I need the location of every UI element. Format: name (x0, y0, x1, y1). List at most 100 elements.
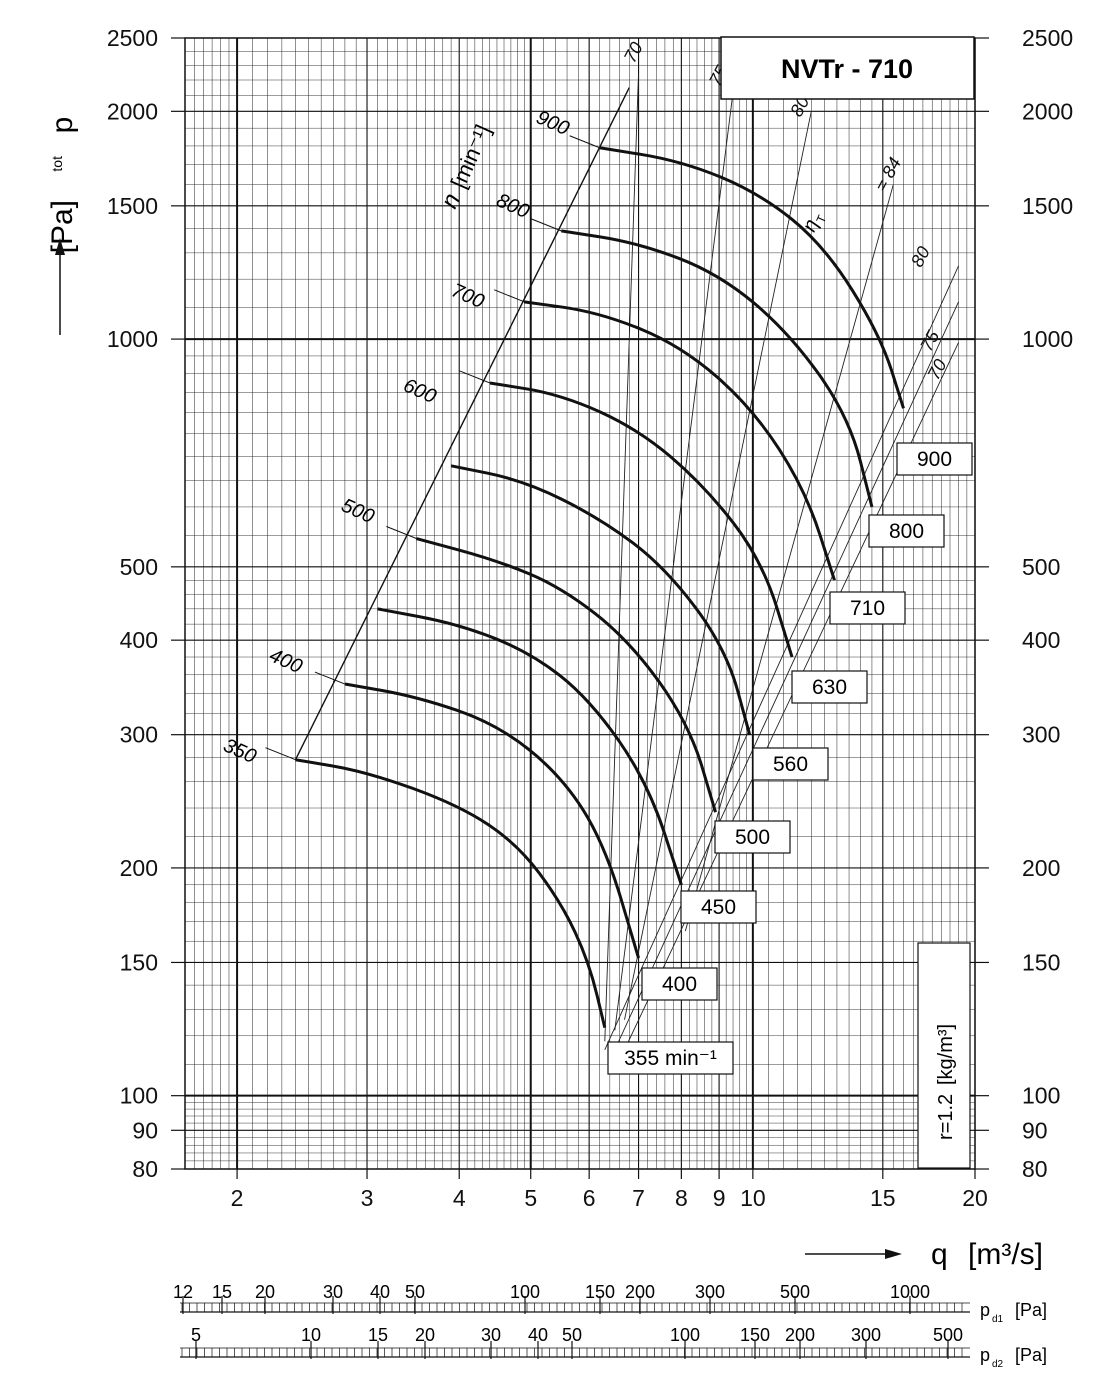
speed-box-label: 400 (662, 973, 697, 996)
speed-box-label: 900 (917, 448, 952, 471)
x-tick-label: 5 (524, 1185, 537, 1211)
speed-box-label: 500 (735, 826, 770, 849)
speed-curve (344, 682, 640, 959)
scale-subscript: d2 (992, 1359, 1004, 1370)
scale-tick-label: 20 (255, 1282, 275, 1302)
scale-tick-label: 15 (212, 1282, 232, 1302)
y-tick-label-right: 80 (1022, 1156, 1048, 1182)
x-tick-label: 6 (583, 1185, 596, 1211)
speed-axis-unit: [min⁻¹] (446, 121, 496, 192)
efficiency-top-label: = 84 (871, 154, 905, 195)
speed-axis-tick (459, 370, 490, 384)
y-tick-label: 90 (132, 1117, 158, 1143)
x-tick-label: 2 (231, 1185, 244, 1211)
x-tick-label: 20 (962, 1185, 988, 1211)
speed-box (868, 514, 945, 548)
speed-box (641, 967, 718, 1001)
y-tick-label-right: 1000 (1022, 326, 1073, 352)
y-tick-label: 2000 (107, 98, 158, 124)
y-tick-label: 200 (120, 855, 158, 881)
speed-axis-tick (569, 135, 600, 149)
speed-curve (524, 300, 836, 581)
efficiency-line (684, 184, 894, 932)
y-tick-label-right: 90 (1022, 1117, 1048, 1143)
y-tick-label: 1000 (107, 326, 158, 352)
speed-box-label: 560 (773, 753, 808, 776)
speed-axis-line (294, 87, 630, 761)
scale-tick-label: 500 (933, 1325, 963, 1345)
x-axis-arrowhead (885, 1249, 902, 1259)
axes: 80 80 90 90 100 100 150 150 200 200 300 300 400 400 50… (107, 25, 1073, 1211)
speed-axis-tick-label: 600 (400, 374, 439, 408)
speed-box (714, 820, 791, 854)
speed-box (896, 442, 973, 476)
efficiency-symbol: η T (798, 212, 829, 235)
y-axis-unit: [Pa] (46, 200, 79, 253)
y-tick-label-right: 1500 (1022, 193, 1073, 219)
speed-box (791, 670, 868, 704)
scale-symbol: p (980, 1345, 990, 1365)
efficiency-line-lower (604, 265, 959, 1050)
speed-axis-tick-label: 400 (266, 644, 305, 678)
y-tick-label: 1500 (107, 193, 158, 219)
speed-box (752, 747, 829, 781)
y-tick-label: 400 (120, 627, 158, 653)
speed-axis-tick-label: 500 (338, 494, 377, 528)
y-axis-symbol: p (46, 117, 79, 134)
y-tick-label-right: 2500 (1022, 25, 1073, 51)
x-tick-label: 7 (632, 1185, 645, 1211)
scale-unit: [Pa] (1015, 1300, 1047, 1320)
x-tick-label: 8 (675, 1185, 688, 1211)
speed-curve (450, 464, 752, 736)
y-tick-label: 100 (120, 1083, 158, 1109)
scale-tick-label: 150 (585, 1282, 615, 1302)
speed-curve (416, 537, 717, 813)
speed-box-label: 355 min⁻¹ (624, 1047, 717, 1070)
speed-curve (489, 381, 794, 658)
speed-axis-tick (314, 671, 346, 685)
speed-curve (295, 758, 607, 1029)
scale-tick-label: 30 (481, 1325, 501, 1345)
scale-tick-label: 10 (301, 1325, 321, 1345)
scale-tick-label: 150 (740, 1325, 770, 1345)
scale-tick-label: 100 (510, 1282, 540, 1302)
scale-tick-label: 40 (528, 1325, 548, 1345)
y-tick-label-right: 100 (1022, 1083, 1060, 1109)
speed-axis-tick-label: 700 (448, 279, 487, 313)
x-tick-label: 15 (870, 1185, 896, 1211)
speed-axis (294, 87, 630, 761)
speed-box (607, 1041, 734, 1075)
scale-tick-label: 200 (785, 1325, 815, 1345)
x-axis-symbol: q (931, 1238, 948, 1271)
y-tick-label-right: 200 (1022, 855, 1060, 881)
scale-symbol: p (980, 1300, 990, 1320)
efficiency-bottom-label: 80 (907, 243, 934, 270)
speed-curves (295, 146, 905, 1029)
speed-curve (377, 607, 683, 886)
x-tick-label: 4 (453, 1185, 466, 1211)
plot-frame (184, 37, 976, 1170)
speed-box-label: 800 (889, 520, 924, 543)
density-unit: [kg/m³] (935, 1024, 957, 1085)
speed-box-label: 710 (850, 597, 885, 620)
y-tick-label: 80 (132, 1156, 158, 1182)
speed-curve (561, 229, 874, 508)
speed-axis-tick-label: 350 (220, 734, 259, 768)
efficiency-line-lower (614, 301, 959, 1050)
scale-tick-label: 15 (368, 1325, 388, 1345)
scale-tick-label: 30 (323, 1282, 343, 1302)
speed-axis-label: n [min⁻¹] (436, 121, 496, 213)
y-tick-label: 2500 (107, 25, 158, 51)
speed-axis-tick-label: 800 (493, 189, 532, 223)
speed-axis-tick (531, 218, 562, 232)
speed-box-label: 630 (812, 676, 847, 699)
scale-tick-label: 50 (562, 1325, 582, 1345)
y-axis-subscript: tot (49, 156, 65, 172)
speed-curve (599, 146, 905, 409)
density-value: r=1.2 (935, 1094, 957, 1140)
x-axis-unit: [m³/s] (968, 1238, 1043, 1271)
speed-axis-tick (265, 747, 296, 761)
chart-title: NVTr - 710 (781, 54, 913, 84)
